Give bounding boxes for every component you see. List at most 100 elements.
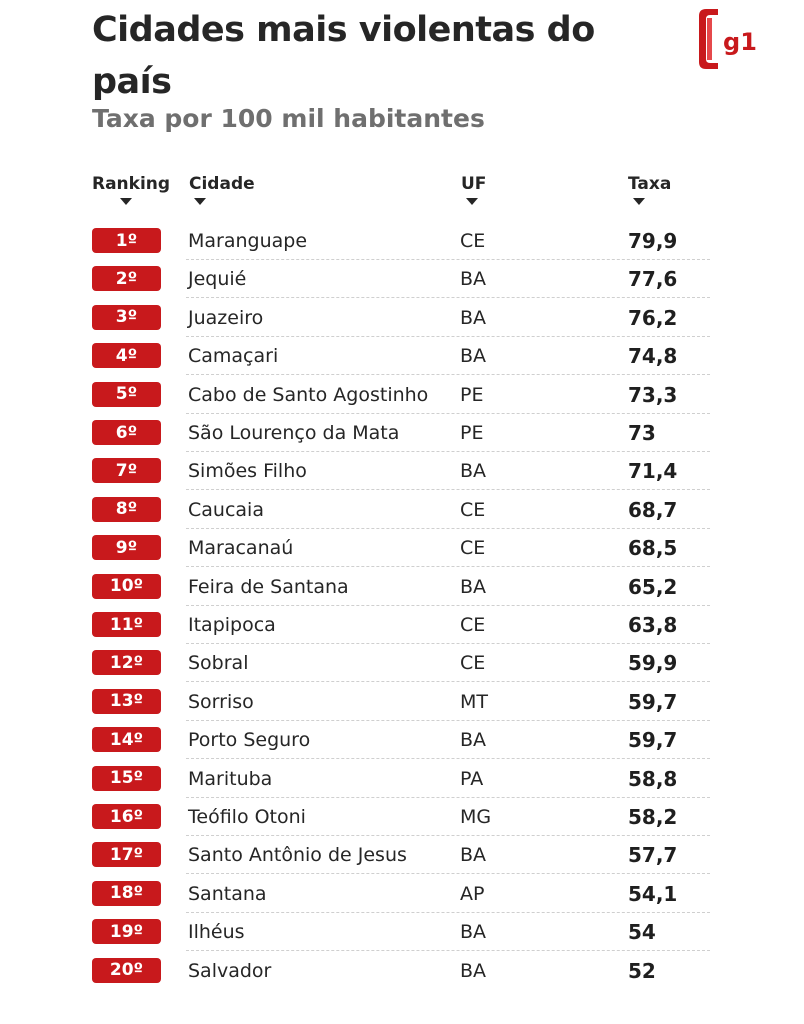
city-name: Sorriso <box>188 690 254 713</box>
rank-badge: 19º <box>92 919 161 945</box>
table-row: 12º Sobral CE 59,9 <box>0 644 804 683</box>
city-name: Juazeiro <box>188 306 264 329</box>
state-code: AP <box>460 882 485 905</box>
state-code: CE <box>460 537 486 560</box>
city-name: Salvador <box>188 959 272 982</box>
column-header-label: Cidade <box>189 174 255 194</box>
state-code: PA <box>460 767 484 790</box>
rate-value: 59,9 <box>628 651 678 676</box>
table-row: 2º Jequié BA 77,6 <box>0 260 804 299</box>
city-name: Caucaia <box>188 498 264 521</box>
city-name: Camaçari <box>188 345 279 368</box>
state-code: PE <box>460 422 484 444</box>
row-divider <box>186 335 710 337</box>
row-divider <box>186 451 710 452</box>
city-name: Porto Seguro <box>188 729 311 752</box>
rate-value: 54,1 <box>628 881 678 906</box>
rate-value: 77,6 <box>628 267 678 292</box>
rate-value: 71,4 <box>628 459 678 484</box>
table-row: 18º Santana AP 54,1 <box>0 875 804 913</box>
rate-value: 63,8 <box>628 613 678 637</box>
row-divider <box>186 911 710 913</box>
table-row: 13º Sorriso MT 59,7 <box>0 683 804 721</box>
city-name: Maracanaú <box>188 537 294 560</box>
rank-badge: 7º <box>92 458 161 484</box>
table-row: 5º Cabo de Santo Agostinho PE 73,3 <box>0 376 804 414</box>
column-header-label: Ranking <box>92 174 171 194</box>
table-row: 14º Porto Seguro BA 59,7 <box>0 721 804 760</box>
rank-badge: 9º <box>92 535 161 561</box>
state-code: MT <box>460 690 488 713</box>
row-divider <box>186 643 710 644</box>
rate-value: 76,2 <box>628 305 678 330</box>
row-divider <box>186 604 710 606</box>
city-name: Sobral <box>188 652 249 675</box>
column-header-ranking: Ranking <box>92 174 170 214</box>
table-row: 17º Santo Antônio de Jesus BA 57,7 <box>0 836 804 875</box>
state-code: BA <box>460 959 487 982</box>
rate-value: 73 <box>628 421 656 445</box>
rank-badge: 10º <box>92 573 161 599</box>
city-name: Ilhéus <box>188 921 245 944</box>
table-row: 3º Juazeiro BA 76,2 <box>0 299 804 337</box>
row-divider <box>186 873 710 875</box>
state-code: BA <box>460 460 487 483</box>
city-name: Jequié <box>188 268 247 291</box>
row-divider <box>186 719 710 721</box>
row-divider <box>186 259 710 260</box>
state-code: CE <box>460 498 486 521</box>
caret-down-icon <box>633 198 645 205</box>
rank-badge: 8º <box>92 496 161 522</box>
rate-value: 59,7 <box>628 689 678 714</box>
state-code: CE <box>460 230 486 252</box>
rank-badge: 2º <box>92 266 161 292</box>
rate-value: 52 <box>628 958 656 983</box>
row-divider <box>186 681 710 683</box>
caret-down-icon <box>466 198 478 205</box>
rank-badge: 15º <box>92 765 161 791</box>
row-divider <box>186 297 710 299</box>
g1-logo: g1 <box>699 9 757 69</box>
rank-badge: 20º <box>92 957 161 983</box>
rate-value: 65,2 <box>628 574 678 599</box>
row-divider <box>186 950 710 952</box>
page-title: Cidades mais violentas do país <box>92 10 595 102</box>
rate-value: 68,5 <box>628 536 678 561</box>
table-row: 19º Ilhéus BA 54 <box>0 913 804 952</box>
caret-down-icon <box>120 198 132 205</box>
row-divider <box>186 796 710 798</box>
column-header-cidade: Cidade <box>189 174 255 214</box>
state-code: MG <box>460 806 492 828</box>
rank-badge: 6º <box>92 420 161 445</box>
rank-badge: 13º <box>92 688 161 714</box>
rank-badge: 3º <box>92 304 161 330</box>
state-code: BA <box>460 306 487 329</box>
table-row: 6º São Lourenço da Mata PE 73 <box>0 414 804 452</box>
state-code: BA <box>460 729 487 752</box>
rate-value: 58,8 <box>628 766 678 791</box>
rank-badge: 11º <box>92 612 161 637</box>
city-name: São Lourenço da Mata <box>188 422 400 444</box>
row-divider <box>186 758 710 760</box>
state-code: BA <box>460 575 487 598</box>
rate-value: 57,7 <box>628 843 678 868</box>
state-code: CE <box>460 652 486 675</box>
table-row: 20º Salvador BA 52 <box>0 952 804 990</box>
table-row: 8º Caucaia CE 68,7 <box>0 491 804 529</box>
city-name: Teófilo Otoni <box>188 806 306 828</box>
rank-badge: 12º <box>92 650 161 676</box>
city-name: Maranguape <box>188 230 308 252</box>
column-header-uf: UF <box>461 174 486 214</box>
table-row: 11º Itapipoca CE 63,8 <box>0 606 804 644</box>
row-divider <box>186 835 710 836</box>
rate-value: 58,2 <box>628 805 678 829</box>
city-name: Santo Antônio de Jesus <box>188 844 407 867</box>
rate-value: 68,7 <box>628 497 678 522</box>
table-row: 4º Camaçari BA 74,8 <box>0 337 804 376</box>
row-divider <box>186 566 710 568</box>
rate-value: 74,8 <box>628 344 678 369</box>
caret-down-icon <box>194 198 206 205</box>
city-name: Itapipoca <box>188 614 276 636</box>
rate-value: 73,3 <box>628 382 678 407</box>
rank-badge: 5º <box>92 381 161 407</box>
